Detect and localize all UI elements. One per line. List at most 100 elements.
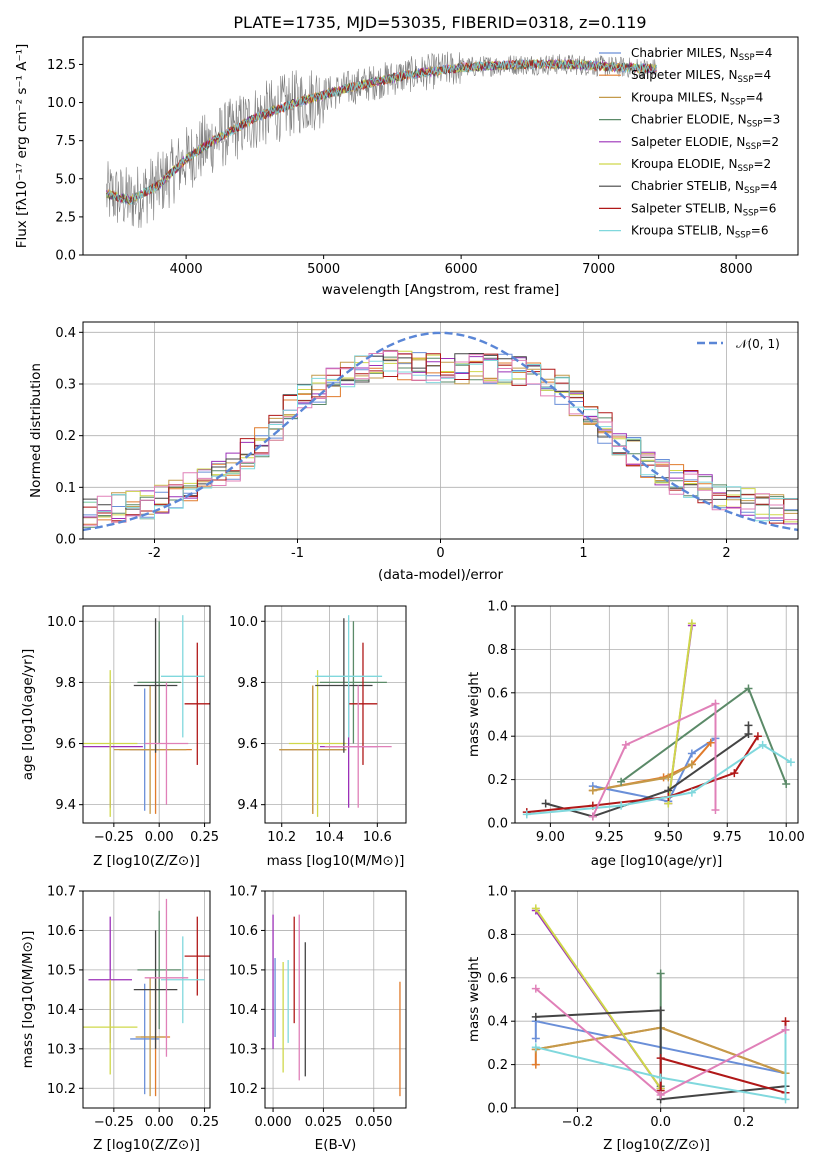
y-tick-label: 0.1 [55,481,76,496]
axes-frame [264,890,407,1109]
data-point-marker [617,777,626,786]
y-tick-label: 0.0 [55,533,76,548]
legend-suffix: =4 [760,179,778,193]
y-tick-label: 10.2 [47,1082,76,1097]
y-tick-label: 10.3 [229,1042,258,1057]
x-tick-label: 0.25 [190,1115,219,1130]
x-tick-label: 9.50 [654,830,683,845]
data-point-marker [687,749,696,758]
data-point-marker [711,699,720,708]
data-point-marker [588,812,597,821]
plot-area-age-vs-Z [83,615,210,817]
y-tick-label: 9.4 [55,798,76,813]
y-tick-label: 0.0 [487,1102,508,1117]
y-tick-label: 0.2 [487,773,508,788]
panel-age-vs-mass: 10.2 10.4 10.6 9.4 9.6 9.8 10.0 mass [log10(M/M… [229,605,407,869]
x-tick-label: 0.00 [145,830,174,845]
mass-weight-line [591,702,717,817]
legend-suffix: =4 [753,68,771,82]
mass-weight-line [534,907,662,1090]
data-point-marker [531,1060,540,1069]
legend-suffix: =6 [759,201,777,215]
data-point-marker [687,760,696,769]
data-point-marker [621,740,630,749]
x-tick-label: 8000 [720,262,753,277]
legend-label: Salpeter MILES, N [631,68,738,82]
panel-mass-weight-vs-age: 9.00 9.25 9.50 9.75 10.00 0.0 0.2 0.4 0.6 0.8 1.0 a… [466,600,805,870]
y-tick-label: 0.8 [487,928,508,943]
y-tick-label: 9.8 [237,676,258,691]
y-axis-label: Flux [fλ10⁻¹⁷ erg cm⁻² s⁻¹ A⁻¹] [14,44,30,249]
y-axis-label: age [log10(age/yr)] [20,649,36,781]
figure-title: PLATE=1735, MJD=53035, FIBERID=0318, z=0… [233,13,646,32]
legend-subscript: SSP [735,231,751,241]
legend: 𝒩(0, 1) [697,337,780,351]
data-point-marker [782,779,791,788]
axes-frame [82,890,211,1109]
plot-area-age-vs-mass [279,615,392,817]
x-tick-label: 6000 [445,262,478,277]
legend-subscript: SSP [738,164,754,174]
legend-suffix: =2 [761,135,779,149]
y-axis-label: mass weight [466,672,482,757]
mass-weight-line [592,737,717,803]
data-point-marker [744,684,753,693]
legend-entry: Kroupa MILES, NSSP=4 [631,90,763,107]
y-tick-label: 10.4 [229,1003,258,1018]
mass-weight-line [592,742,712,792]
y-tick-label: 10.7 [47,885,76,900]
data-point-marker [781,1025,790,1034]
y-tick-label: 10.0 [229,615,258,630]
y-tick-label: 0.0 [55,249,76,264]
data-point-marker [744,730,753,739]
data-point-marker [656,1073,665,1082]
x-tick-label: 9.00 [536,830,565,845]
y-tick-label: 0.6 [487,686,508,701]
y-tick-label: 0.4 [487,1015,508,1030]
panel-mass-vs-Z: −0.25 0.00 0.25 10.2 10.3 10.4 10.5 10.6 10.7 Z [… [20,885,219,1154]
legend-entry: Salpeter ELODIE, NSSP=2 [631,135,779,152]
legend-subscript: SSP [739,53,755,63]
data-point-marker [531,1012,540,1021]
plot-area-spectrum [105,51,657,228]
data-point-marker [531,1034,540,1043]
x-tick-label: 9.25 [595,830,624,845]
plot-area-residual-hist [83,331,798,532]
plot-area-mass-vs-Z [83,898,210,1097]
x-tick-label: 0.2 [734,1115,755,1130]
axes-frame [82,321,799,540]
x-tick-label: 10.2 [267,830,296,845]
data-point-marker [617,801,626,810]
x-tick-label: −0.2 [562,1115,594,1130]
y-tick-label: 1.0 [487,885,508,900]
x-tick-label: 0 [436,546,444,561]
y-tick-label: 12.5 [47,58,76,73]
legend-label: Kroupa STELIB, N [631,224,735,238]
data-point-marker [706,738,715,747]
y-tick-label: 0.8 [487,643,508,658]
data-point-marker [687,788,696,797]
x-tick-label: 9.75 [713,830,742,845]
histogram-step-line [83,353,798,524]
y-tick-label: 7.5 [55,134,76,149]
legend-entry: Kroupa ELODIE, NSSP=2 [631,157,771,174]
y-tick-label: 9.4 [237,798,258,813]
y-tick-label: 0.0 [487,817,508,832]
legend-suffix: =4 [746,90,764,104]
y-tick-label: 10.7 [229,885,258,900]
plot-area-mass-vs-ebv [272,914,401,1097]
plot-area-mass-weight-vs-age [522,619,795,821]
y-tick-label: 10.5 [229,963,258,978]
legend-subscript: SSP [745,142,761,152]
panel-age-vs-Z: −0.25 0.00 0.25 9.4 9.6 9.8 10.0 Z [log10(Z/Z⊙)… [20,605,219,869]
y-tick-label: 10.5 [47,963,76,978]
x-tick-label: −0.25 [94,1115,134,1130]
x-tick-label: 7000 [582,262,615,277]
x-tick-label: 0.025 [305,1115,342,1130]
x-axis-label: Z [log10(Z/Z⊙)] [603,1137,710,1153]
x-tick-label: -2 [148,546,161,561]
legend-entry: Kroupa STELIB, NSSP=6 [631,224,769,241]
data-point-marker [531,904,540,913]
x-axis-label: Z [log10(Z/Z⊙)] [93,853,200,869]
